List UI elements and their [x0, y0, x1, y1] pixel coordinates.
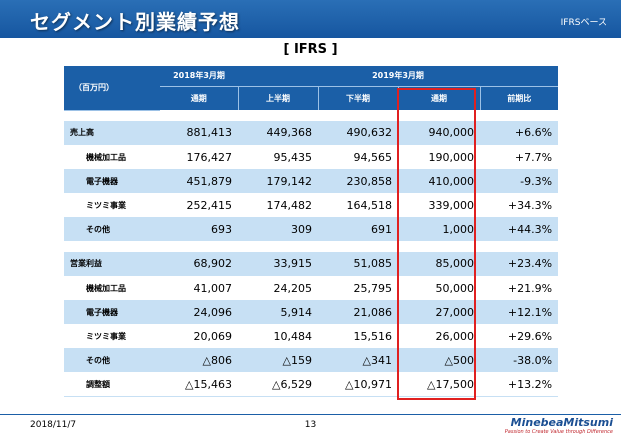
table-row: 営業利益 68,902 33,915 51,085 85,000 +23.4%	[64, 252, 559, 277]
company-logo: MinebeaMitsumi Passion to Create Value t…	[505, 416, 613, 435]
cell-h1: 95,435	[238, 145, 318, 170]
cell-yoy: +34.3%	[480, 193, 559, 218]
cell-yoy: +12.1%	[480, 300, 559, 325]
logo-tagline: Passion to Create Value through Differen…	[504, 429, 613, 435]
table-row: 機械加工品 176,427 95,435 94,565 190,000 +7.7…	[64, 145, 559, 170]
cell-fy18: △15,463	[160, 372, 238, 397]
cell-h1: △159	[238, 348, 318, 373]
cell-fy18: 881,413	[160, 121, 238, 146]
cell-fy18: 693	[160, 217, 238, 242]
cell-fy19: 50,000	[398, 276, 480, 301]
segment-forecast-table: （百万円） 2018年3月期 2019年3月期 通期 上半期 下半期 通期 前期…	[64, 66, 559, 397]
footer-date: 2018/11/7	[30, 420, 77, 430]
cell-fy19: 26,000	[398, 324, 480, 349]
cell-fy19: 940,000	[398, 121, 480, 146]
table-row: 売上高 881,413 449,368 490,632 940,000 +6.6…	[64, 121, 559, 146]
cell-fy19: 27,000	[398, 300, 480, 325]
table-row: ミツミ事業 20,069 10,484 15,516 26,000 +29.6%	[64, 324, 559, 349]
cell-h2: △341	[318, 348, 398, 373]
cell-fy18: 20,069	[160, 324, 238, 349]
cell-fy19: 85,000	[398, 252, 480, 277]
cell-fy18: 24,096	[160, 300, 238, 325]
cell-fy19: 190,000	[398, 145, 480, 170]
cell-h2: 94,565	[318, 145, 398, 170]
accounting-basis-label: IFRSベース	[560, 18, 607, 28]
slide-title: セグメント別業績予想	[30, 10, 240, 34]
footer-divider	[0, 414, 621, 415]
cell-fy18: 68,902	[160, 252, 238, 277]
table-row: ミツミ事業 252,415 174,482 164,518 339,000 +3…	[64, 193, 559, 218]
row-label: 営業利益	[64, 252, 160, 277]
row-label: ミツミ事業	[64, 193, 160, 218]
cell-yoy: -38.0%	[480, 348, 559, 373]
cell-fy18: 451,879	[160, 169, 238, 194]
cell-h1: 24,205	[238, 276, 318, 301]
row-label: その他	[64, 217, 160, 242]
table-header-row-2: 通期 上半期 下半期 通期 前期比	[64, 86, 559, 110]
cell-fy19: 410,000	[398, 169, 480, 194]
cell-h2: 164,518	[318, 193, 398, 218]
cell-h1: 5,914	[238, 300, 318, 325]
cell-fy18: △806	[160, 348, 238, 373]
cell-h2: 691	[318, 217, 398, 242]
cell-h2: 21,086	[318, 300, 398, 325]
row-label: その他	[64, 348, 160, 373]
table-subtitle: [ IFRS ]	[283, 42, 338, 57]
cell-h1: 33,915	[238, 252, 318, 277]
cell-fy18: 252,415	[160, 193, 238, 218]
cell-fy19: 1,000	[398, 217, 480, 242]
row-label: 電子機器	[64, 300, 160, 325]
cell-h2: 51,085	[318, 252, 398, 277]
unit-label: （百万円）	[64, 66, 160, 111]
cell-h1: 179,142	[238, 169, 318, 194]
cell-fy18: 176,427	[160, 145, 238, 170]
cell-h2: △10,971	[318, 372, 398, 397]
cell-yoy: +29.6%	[480, 324, 559, 349]
cell-h1: △6,529	[238, 372, 318, 397]
cell-h1: 449,368	[238, 121, 318, 146]
row-label: 売上高	[64, 121, 160, 146]
cell-h2: 490,632	[318, 121, 398, 146]
cell-yoy: +7.7%	[480, 145, 559, 170]
cell-h2: 15,516	[318, 324, 398, 349]
cell-h2: 25,795	[318, 276, 398, 301]
cell-yoy: -9.3%	[480, 169, 559, 194]
cell-h2: 230,858	[318, 169, 398, 194]
row-label: 機械加工品	[64, 145, 160, 170]
table-row: 電子機器 24,096 5,914 21,086 27,000 +12.1%	[64, 300, 559, 325]
col-full-year-2018: 通期	[160, 86, 238, 110]
table-row: 機械加工品 41,007 24,205 25,795 50,000 +21.9%	[64, 276, 559, 301]
page-number: 13	[304, 420, 317, 430]
table-row: その他 693 309 691 1,000 +44.3%	[64, 217, 559, 242]
col-full-year-2019: 通期	[397, 86, 480, 110]
cell-yoy: +13.2%	[480, 372, 559, 397]
row-label: 電子機器	[64, 169, 160, 194]
cell-fy19: △500	[398, 348, 480, 373]
fy2018-header: 2018年3月期	[160, 66, 238, 87]
cell-fy18: 41,007	[160, 276, 238, 301]
cell-yoy: +44.3%	[480, 217, 559, 242]
cell-fy19: 339,000	[398, 193, 480, 218]
table-row: その他 △806 △159 △341 △500 -38.0%	[64, 348, 559, 373]
cell-h1: 309	[238, 217, 318, 242]
col-first-half: 上半期	[237, 86, 318, 110]
logo-name: MinebeaMitsumi	[510, 416, 613, 429]
col-yoy: 前期比	[479, 86, 559, 110]
table-row: 電子機器 451,879 179,142 230,858 410,000 -9.…	[64, 169, 559, 194]
cell-h1: 174,482	[238, 193, 318, 218]
fy2019-header: 2019年3月期	[238, 66, 559, 87]
table-row: 調整額 △15,463 △6,529 △10,971 △17,500 +13.2…	[64, 372, 559, 397]
row-label: 調整額	[64, 372, 160, 397]
row-label: ミツミ事業	[64, 324, 160, 349]
col-second-half: 下半期	[317, 86, 398, 110]
row-label: 機械加工品	[64, 276, 160, 301]
cell-yoy: +23.4%	[480, 252, 559, 277]
slide-header: セグメント別業績予想 IFRSベース	[0, 0, 621, 38]
cell-h1: 10,484	[238, 324, 318, 349]
cell-yoy: +21.9%	[480, 276, 559, 301]
cell-fy19: △17,500	[398, 372, 480, 397]
table-header-row-1: （百万円） 2018年3月期 2019年3月期	[64, 66, 559, 111]
cell-yoy: +6.6%	[480, 121, 559, 146]
